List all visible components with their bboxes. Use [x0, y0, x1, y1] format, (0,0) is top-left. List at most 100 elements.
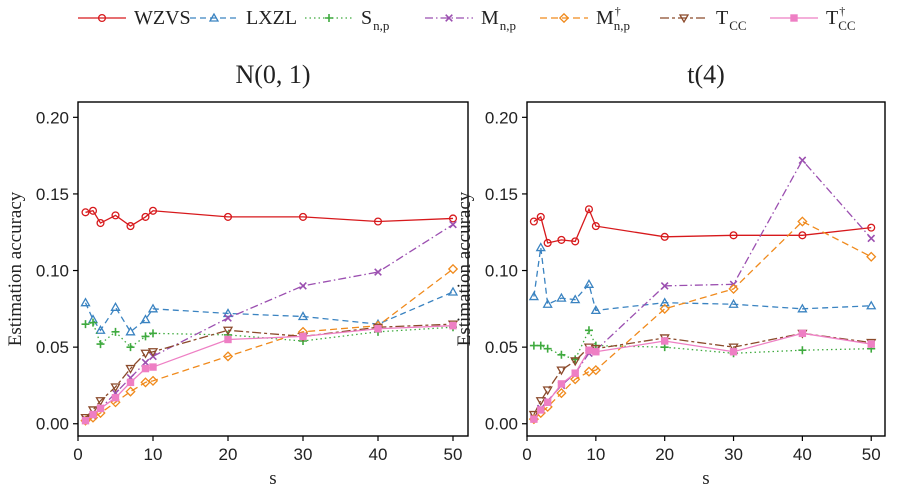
point-snp-s2	[536, 341, 545, 350]
point-tccd-s1	[81, 416, 90, 425]
point-mnp-s50	[449, 220, 457, 229]
point-lxzl-s50	[447, 286, 459, 296]
point-snp-s1	[529, 341, 538, 350]
y-tick-label: 0.15	[36, 185, 69, 204]
point-tccd-s20	[660, 337, 669, 345]
point-lxzl-s2	[535, 242, 546, 252]
point-mnp-s20	[660, 281, 669, 290]
point-wzvs-s10	[148, 206, 158, 215]
legend-item-lxzl: LXZL	[190, 7, 297, 29]
point-lxzl-s1	[80, 297, 91, 307]
point-snp-s1	[81, 320, 90, 329]
x-tick-label: 40	[369, 445, 388, 464]
series-line-mnp	[533, 159, 872, 419]
point-tcc-s7	[125, 364, 136, 374]
point-wzvs-s20	[660, 232, 669, 241]
point-wzvs-s3	[96, 218, 105, 228]
legend-item-mnpd: M† n,p	[540, 4, 630, 33]
y-tick-label: 0.15	[485, 185, 518, 204]
point-tcc-s9	[140, 349, 151, 359]
point-lxzl-s7	[125, 326, 136, 336]
series-line-mnpd	[85, 268, 454, 422]
legend: WZVS LXZL Sn,p Mn,p M† n,p TCC T† CC	[78, 4, 856, 33]
point-wzvs-s1	[529, 217, 538, 226]
point-lxzl-s7	[570, 294, 581, 304]
point-mnp-s40	[798, 156, 807, 165]
point-wzvs-s3	[543, 238, 552, 248]
point-tccd-s1	[530, 415, 538, 423]
point-mnp-s9	[141, 358, 150, 367]
point-tccd-s5	[111, 393, 120, 402]
y-tick-label: 0.05	[36, 338, 69, 357]
point-snp-s3	[96, 340, 105, 349]
point-wzvs-s50	[867, 223, 876, 232]
point-lxzl-s3	[95, 324, 106, 334]
y-axis-title: Estimation accuracy	[5, 191, 26, 346]
point-lxzl-s20	[659, 297, 670, 307]
x-axis-title: s	[269, 468, 276, 489]
series-tcc	[528, 329, 877, 420]
legend-item-mnp: Mn,p	[425, 7, 516, 33]
legend-label-lxzl: LXZL	[246, 7, 297, 29]
x-tick-label: 20	[219, 445, 238, 464]
point-snp-s40	[798, 346, 807, 355]
x-tick-label: 10	[144, 445, 163, 464]
point-mnpd-s20	[659, 303, 670, 314]
series-line-mnpd	[533, 220, 872, 420]
series-line-wzvs	[85, 210, 454, 227]
point-tccd-s7	[571, 369, 579, 377]
point-tccd-s20	[224, 335, 232, 344]
legend-marker-tcc	[678, 14, 690, 24]
point-tccd-s2	[89, 410, 97, 419]
series-mnp	[530, 156, 876, 422]
point-snp-s3	[543, 344, 552, 353]
point-tcc-s2	[535, 397, 546, 407]
series-mnpd	[528, 216, 877, 425]
x-tick-label: 30	[724, 445, 743, 464]
point-tccd-s30	[729, 348, 738, 356]
point-wzvs-s9	[584, 205, 594, 214]
y-axis-title: Estimation accuracy	[454, 191, 475, 346]
series-line-lxzl	[533, 247, 872, 312]
point-mnpd-s5	[556, 387, 567, 399]
series-tccd	[530, 329, 875, 423]
series-lxzl	[528, 242, 877, 315]
point-tcc-s3	[95, 397, 106, 407]
legend-label-wzvs: WZVS	[134, 7, 191, 29]
point-tccd-s30	[299, 332, 307, 341]
legend-marker-mnpd	[558, 12, 570, 24]
point-tcc-s5	[110, 383, 121, 393]
point-mnpd-s30	[728, 283, 739, 295]
x-tick-label: 30	[294, 445, 313, 464]
point-lxzl-s5	[556, 292, 567, 302]
point-snp-s2	[89, 318, 97, 327]
series-snp	[529, 326, 876, 364]
series-line-wzvs	[533, 207, 872, 244]
point-tccd-s50	[449, 321, 457, 330]
point-tccd-s40	[374, 325, 382, 333]
point-tcc-s2	[87, 406, 99, 416]
point-wzvs-s30	[298, 212, 308, 221]
point-tcc-s7	[570, 357, 581, 367]
point-wzvs-s30	[729, 231, 738, 240]
legend-item-tcc: TCC	[660, 7, 747, 33]
point-tcc-s3	[542, 386, 553, 396]
point-tccd-s3	[543, 398, 552, 406]
point-snp-s7	[126, 343, 135, 352]
point-tcc-s20	[222, 326, 234, 336]
x-tick-label: 10	[586, 445, 605, 464]
series-tccd	[81, 321, 457, 425]
point-wzvs-s2	[536, 212, 545, 221]
point-lxzl-s10	[590, 305, 601, 315]
y-tick-label: 0.00	[485, 415, 518, 434]
x-axis-title: s	[702, 468, 709, 489]
y-tick-label: 0.20	[485, 108, 518, 127]
panel-t4: t(4) 0.00 0.05 0.10 0.15 0.20 0 10 20 30 40 50 s Esti…	[454, 60, 886, 489]
point-mnp-s30	[299, 281, 307, 290]
series-line-tccd	[85, 325, 454, 422]
point-snp-s9	[584, 326, 593, 335]
legend-marker-mnp	[445, 14, 453, 22]
point-wzvs-s1	[81, 208, 90, 217]
series-line-snp	[85, 321, 454, 348]
